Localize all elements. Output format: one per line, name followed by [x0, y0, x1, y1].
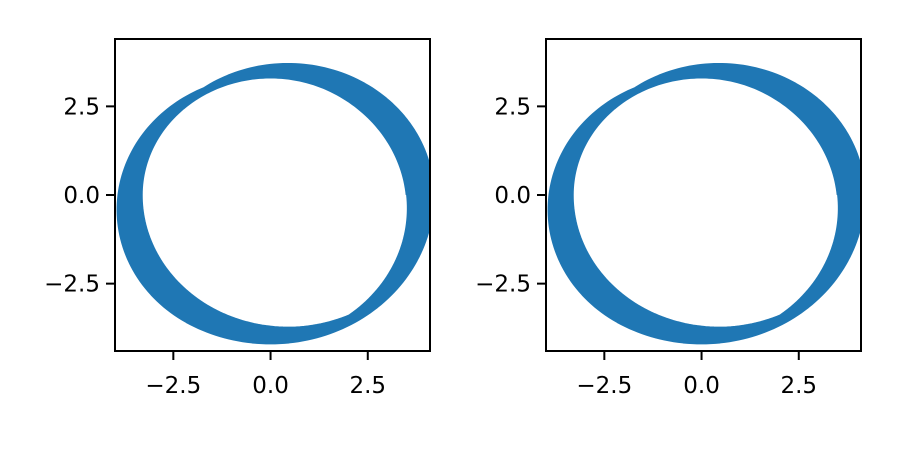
- x-tick-label: 0.0: [252, 373, 289, 399]
- chart-panel-1: −2.5 0.0 2.5 −2.5 0.0 2.5: [44, 38, 431, 399]
- chart-panel-2: −2.5 0.0 2.5 −2.5 0.0 2.5: [475, 38, 862, 399]
- x-tick-label: 2.5: [780, 373, 817, 399]
- y-tick-label: 2.5: [494, 94, 531, 120]
- y-tick-label: −2.5: [475, 272, 531, 298]
- orbit-series-line: [547, 62, 861, 345]
- x-tick-label: 0.0: [683, 373, 720, 399]
- y-tick-label: 0.0: [63, 183, 100, 209]
- orbit-series-line: [116, 62, 430, 345]
- x-tick-label: −2.5: [145, 373, 201, 399]
- x-tick-label: −2.5: [576, 373, 632, 399]
- y-tick-label: 2.5: [63, 94, 100, 120]
- y-tick-label: −2.5: [44, 272, 100, 298]
- y-tick-label: 0.0: [494, 183, 531, 209]
- x-tick-label: 2.5: [349, 373, 386, 399]
